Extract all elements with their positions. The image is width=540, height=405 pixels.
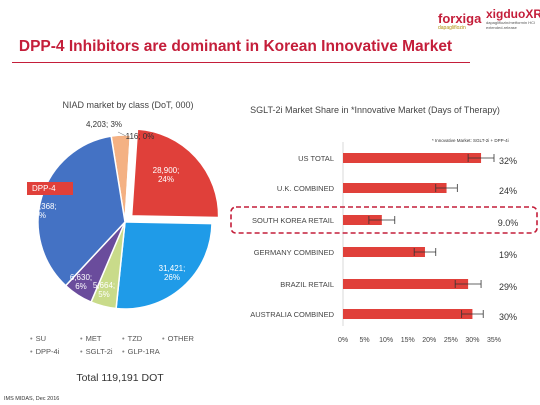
pie-label-dpp4i: 28,900; 24% [152,166,180,184]
legend-label-dpp4i: DPP-4i [35,347,60,356]
forxiga-logo: forxiga dapagliflozin [438,11,486,31]
legend-item-dpp4i: • DPP-4i [30,347,60,356]
bar-germany-combined [343,247,425,257]
title-underline [12,62,470,63]
pie-label-sglt2i: 31,421; 26% [158,264,186,282]
bar-u-k-combined [343,183,447,193]
value-label-australia-combined: 30% [499,312,517,322]
forxiga-logo-sub: dapagliflozin [438,25,466,31]
value-label-germany-combined: 19% [499,250,517,260]
bar-chart-title: SGLT-2i Market Share in *Innovative Mark… [250,105,500,115]
legend-item-tzd: • TZD [122,334,143,343]
xigduo-logo-text: xigduoXR [486,7,540,21]
legend-label-tzd: TZD [127,334,143,343]
bar-label-south-korea-retail: SOUTH KOREA RETAIL [252,216,334,225]
x-tick-label-6: 30% [465,337,479,344]
pie-legend: • SU • MET • TZD • OTHER • DPP-4i • SGLT-2i • G… [30,334,230,364]
xigduo-logo-line1: dapagliflozin/metformin HCl [486,20,535,25]
slide-title: DPP-4 Inhibitors are dominant in Korean … [18,38,453,55]
legend-label-su: SU [35,334,47,343]
bar-us-total [343,153,482,163]
bar-label-germany-combined: GERMANY COMBINED [254,248,335,257]
source-note: IMS MIDAS, Dec 2016 [4,396,60,402]
legend-item-met: • MET [80,334,102,343]
value-label-us-total: 32% [499,156,517,166]
bar-australia-combined [343,309,473,319]
bar-chart-note: * Innovative Market: SGLT-2i + DPP-4i [432,138,509,143]
legend-item-glp1ra: • GLP-1RA [122,347,160,356]
pie-label-met: 6,630; 6% [69,273,93,291]
dpp4-callout: DPP-4 [27,182,73,195]
value-label-brazil-retail: 29% [499,282,517,292]
legend-item-sglt2i: • SGLT-2i [80,347,113,356]
pie-label-other: 4,203; 3% [85,120,123,129]
legend-label-glp1ra: GLP-1RA [127,347,160,356]
legend-item-su: • SU [30,334,47,343]
pie-label-su: 42,368; 36% [30,202,57,220]
value-label-u-k-combined: 24% [499,186,517,196]
pie-total-label: Total 119,191 DOT [76,372,164,384]
x-tick-label-5: 25% [444,337,458,344]
bar-label-australia-combined: AUSTRALIA COMBINED [250,310,334,319]
legend-label-sglt2i: SGLT-2i [85,347,113,356]
legend-label-other: OTHER [167,334,194,343]
xigduo-logo-line2: extended-release [486,25,517,30]
x-tick-label-2: 10% [379,337,393,344]
bar-label-us-total: US TOTAL [298,154,334,163]
x-tick-label-3: 15% [401,337,415,344]
x-tick-label-0: 0% [338,337,348,344]
highlight-box-south-korea-retail [230,206,538,234]
pie-label-tzd: 5,664; 5% [92,281,116,299]
x-tick-label-7: 35% [487,337,501,344]
forxiga-logo-text: forxiga [438,11,482,26]
pie-label-glp1ra: 116; 0% [125,132,155,141]
bar-label-u-k-combined: U.K. COMBINED [277,184,335,193]
bar-brazil-retail [343,279,469,289]
xigduo-logo: xigduoXR dapagliflozin/metformin HCl ext… [486,7,540,30]
x-tick-label-4: 20% [422,337,436,344]
pie-chart-title: NIAD market by class (DoT, 000) [62,100,194,110]
bar-label-brazil-retail: BRAZIL RETAIL [280,280,334,289]
x-tick-label-1: 5% [360,337,370,344]
bar-south-korea-retail [343,215,382,225]
legend-item-other: • OTHER [162,334,194,343]
value-label-south-korea-retail: 9.0% [498,218,519,228]
legend-label-met: MET [85,334,102,343]
